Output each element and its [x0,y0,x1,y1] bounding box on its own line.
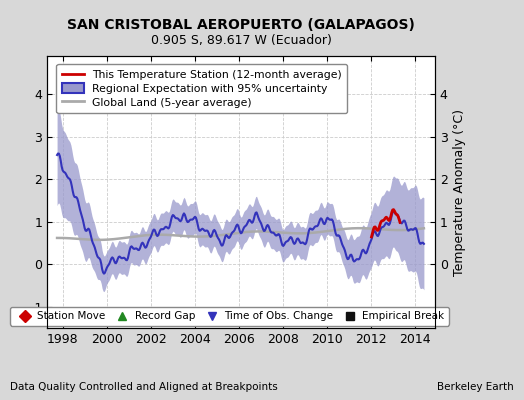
Text: Data Quality Controlled and Aligned at Breakpoints: Data Quality Controlled and Aligned at B… [10,382,278,392]
Legend: Station Move, Record Gap, Time of Obs. Change, Empirical Break: Station Move, Record Gap, Time of Obs. C… [10,307,449,326]
Text: 0.905 S, 89.617 W (Ecuador): 0.905 S, 89.617 W (Ecuador) [150,34,332,47]
Y-axis label: Temperature Anomaly (°C): Temperature Anomaly (°C) [453,108,466,276]
Text: SAN CRISTOBAL AEROPUERTO (GALAPAGOS): SAN CRISTOBAL AEROPUERTO (GALAPAGOS) [67,18,415,32]
Text: Berkeley Earth: Berkeley Earth [437,382,514,392]
